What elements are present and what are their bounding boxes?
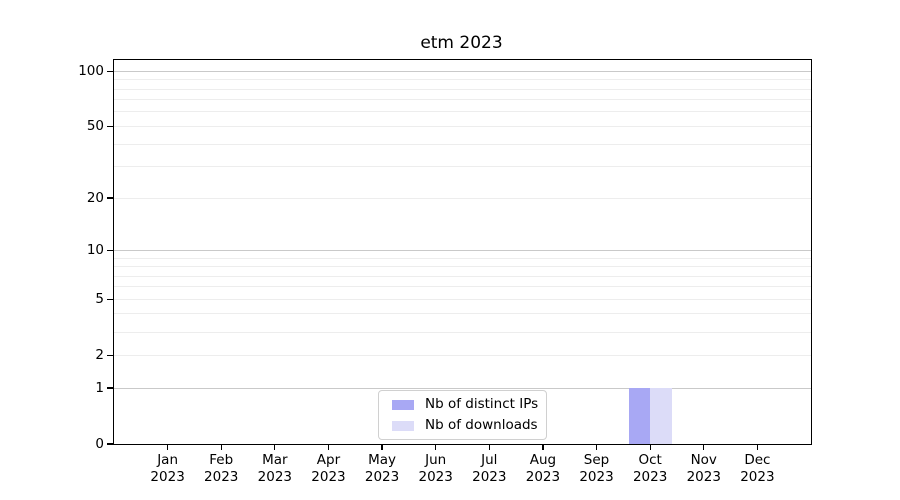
gridline-minor-90 <box>114 79 811 81</box>
legend-entry-distinct-ips: Nb of distinct IPs <box>379 394 546 415</box>
y-tick-10 <box>107 249 113 251</box>
x-tick-sep-2023 <box>595 444 598 450</box>
legend-swatch-distinct-ips <box>392 399 414 410</box>
gridline-major-1 <box>114 387 811 389</box>
x-tick-label-mar-2023: Mar 2023 <box>257 452 293 485</box>
x-tick-label-apr-2023: Apr 2023 <box>311 452 346 485</box>
gridline-major-100 <box>114 70 811 72</box>
gridline-major-10 <box>114 249 811 251</box>
x-tick-label-jan-2023: Jan 2023 <box>150 452 185 485</box>
gridline-minor-3 <box>114 331 811 333</box>
bar-nb-of-downloads-oct-2023 <box>650 388 672 444</box>
x-tick-label-jun-2023: Jun 2023 <box>418 452 453 485</box>
gridline-minor-70 <box>114 99 811 101</box>
x-tick-may-2023 <box>381 444 383 450</box>
gridline-minor-80 <box>114 88 811 90</box>
gridline-minor-20 <box>114 197 811 199</box>
x-tick-mar-2023 <box>274 444 276 450</box>
x-tick-aug-2023 <box>542 444 544 450</box>
x-tick-label-nov-2023: Nov 2023 <box>686 452 721 485</box>
x-tick-label-sep-2023: Sep 2023 <box>579 452 614 485</box>
x-tick-jan-2023 <box>166 444 169 450</box>
bar-nb-of-distinct-ips-oct-2023 <box>628 388 651 444</box>
x-tick-oct-2023 <box>649 444 651 450</box>
x-tick-dec-2023 <box>756 444 759 450</box>
y-tick-20 <box>107 197 113 199</box>
gridline-minor-7 <box>114 275 811 277</box>
gridline-minor-8 <box>114 266 811 267</box>
x-tick-feb-2023 <box>220 444 222 450</box>
y-tick-label-5: 5 <box>95 291 104 308</box>
y-tick-100 <box>107 70 113 72</box>
gridline-minor-2 <box>114 354 811 356</box>
x-tick-apr-2023 <box>327 444 330 450</box>
y-tick-5 <box>107 298 113 300</box>
y-tick-label-1: 1 <box>95 380 104 396</box>
gridline-minor-50 <box>114 125 811 127</box>
x-tick-jul-2023 <box>488 444 490 450</box>
gridline-minor-6 <box>114 286 811 288</box>
y-tick-label-50: 50 <box>86 118 104 135</box>
y-tick-0 <box>107 443 113 445</box>
y-tick-2 <box>107 354 113 356</box>
y-tick-50 <box>107 125 113 128</box>
legend-swatch-downloads <box>392 420 414 431</box>
legend: Nb of distinct IPs Nb of downloads <box>378 390 547 440</box>
x-tick-label-oct-2023: Oct 2023 <box>632 452 668 485</box>
gridline-minor-4 <box>114 313 811 315</box>
legend-label-downloads: Nb of downloads <box>425 417 538 433</box>
legend-label-distinct-ips: Nb of distinct IPs <box>425 396 539 412</box>
y-tick-label-100: 100 <box>78 63 104 80</box>
gridline-minor-5 <box>114 298 811 300</box>
y-tick-label-10: 10 <box>86 242 104 259</box>
plot-area: Nb of distinct IPs Nb of downloads 100 50… <box>78 59 812 485</box>
x-tick-label-may-2023: May 2023 <box>364 452 400 485</box>
chart-title: etm 2023 <box>420 33 503 53</box>
x-tick-label-feb-2023: Feb 2023 <box>204 452 239 485</box>
gridline-minor-40 <box>114 143 811 145</box>
x-tick-label-dec-2023: Dec 2023 <box>740 452 775 485</box>
gridline-minor-9 <box>114 257 811 259</box>
y-tick-label-20: 20 <box>86 190 104 207</box>
y-tick-label-0: 0 <box>95 436 104 452</box>
legend-entry-downloads: Nb of downloads <box>379 415 546 436</box>
gridline-minor-60 <box>114 111 811 113</box>
x-tick-label-jul-2023: Jul 2023 <box>472 452 507 485</box>
gridline-minor-30 <box>114 166 811 168</box>
x-tick-label-aug-2023: Aug 2023 <box>525 452 561 485</box>
y-tick-label-2: 2 <box>95 347 104 364</box>
y-tick-1 <box>107 387 113 389</box>
x-tick-nov-2023 <box>703 444 705 450</box>
x-tick-jun-2023 <box>435 444 437 450</box>
